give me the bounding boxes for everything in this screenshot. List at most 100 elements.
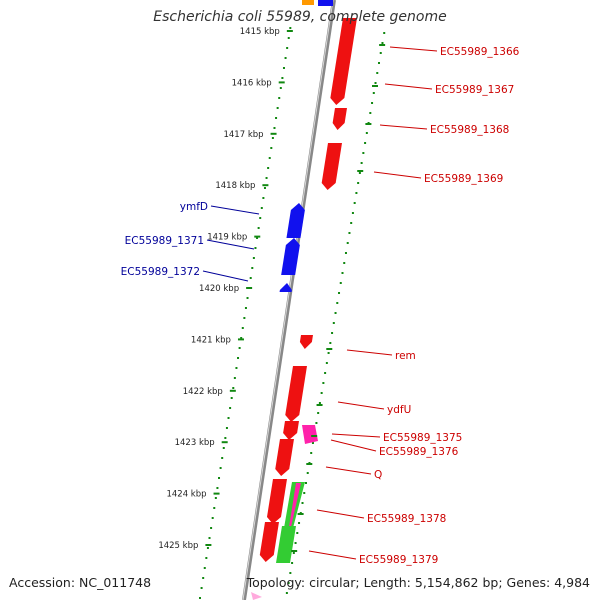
gene-rrna [289,483,301,527]
ruler-dot [211,517,214,519]
ruler-dot [287,582,290,584]
ruler-dot [383,32,386,34]
ruler-dot [303,492,306,494]
ruler-dot [358,172,361,174]
ruler-dot [348,232,351,234]
ruler-dot [289,27,292,29]
kbp-tick-label: 1423 kbp [175,438,215,448]
ruler-dot [221,457,224,459]
ruler-dot [219,467,222,469]
ruler-dot [252,257,255,259]
ruler-dot [346,242,349,244]
ruler-dot [336,302,339,304]
gene-other [276,526,296,563]
ruler-dot [265,177,268,179]
gene-label: ydfU [387,404,411,416]
ruler-dot [240,337,243,339]
ruler-dot [263,187,266,189]
ruler-dot [357,182,360,184]
ruler-dot [271,137,274,139]
ruler-dot [246,297,249,299]
ruler-dot [315,422,318,424]
ruler-dot [298,522,301,524]
ruler-dot [338,292,341,294]
ruler-dot [353,202,356,204]
gene-label: EC55989_1372 [121,266,200,278]
ruler-dot [267,167,270,169]
ruler-dot [237,357,240,359]
ruler-inner-track [199,27,292,599]
ruler-dot [324,372,327,374]
ruler-dot [275,117,278,119]
gene-label: EC55989_1378 [367,513,446,525]
gene-arrow [259,522,279,562]
ruler-dot [286,47,289,49]
ruler-dot [362,152,365,154]
gene-rrna [302,425,318,444]
ruler-dot [229,407,232,409]
ruler-dot [318,402,321,404]
ruler-dot [224,437,227,439]
ruler-dot [320,392,323,394]
ruler-dot [331,332,334,334]
label-leader-line [384,83,433,90]
ruler-dot [311,442,314,444]
ruler-dot [278,97,281,99]
kbp-tick-label: 1420 kbp [199,284,239,294]
ruler-dot [249,277,252,279]
gene-label: rem [395,350,416,362]
ruler-dot [279,87,282,89]
ruler-dot [341,272,344,274]
gene-label: EC55989_1375 [383,432,462,444]
ruler-dot [259,217,262,219]
backbone-track [242,0,336,600]
backbone-highlight [242,0,334,600]
ruler-dot [282,67,285,69]
ruler-dot [289,572,292,574]
accession-label: Accession: NC_011748 [9,575,152,590]
ruler-dot [332,322,335,324]
ruler-dot [296,532,299,534]
ruler-dot [213,507,216,509]
ruler-dot [222,447,225,449]
gene-arrow [266,479,287,524]
gene-partial-top [302,0,314,5]
ruler-dot [216,487,219,489]
ruler-dot [208,537,211,539]
ruler-dot [322,382,325,384]
ruler-dot [243,317,246,319]
ruler-dot [329,342,332,344]
kbp-ticks: 1415 kbp 1416 kbp 1417 kbp 1418 kbp 1419 kbp… [158,27,386,552]
ruler-dot [310,452,313,454]
label-leader-line [331,433,381,438]
ruler-dot [369,112,372,114]
ruler-dot [203,567,206,569]
ruler-dot [276,107,279,109]
ruler-dot [350,222,353,224]
ruler-dot [227,417,230,419]
label-leader-line [308,550,357,560]
ruler-dot [351,212,354,214]
ruler-dot [374,82,377,84]
kbp-tick-label: 1416 kbp [232,78,272,88]
gene-arrow [286,203,305,238]
map-title: Escherichia coli 55989, complete genome [153,9,447,25]
gene-arrow [279,283,292,292]
gene-partial-top [318,0,333,6]
gene-label: EC55989_1379 [359,554,438,566]
ruler-dot [292,552,295,554]
ruler-dot [225,427,228,429]
ruler-dot [199,597,201,599]
ruler-dot [251,267,254,269]
ruler-dot [287,37,290,39]
ruler-dot [235,367,238,369]
kbp-tick-label: 1422 kbp [183,387,223,397]
ruler-dot [205,557,208,559]
gene-arrow [299,335,313,349]
ruler-dot [218,477,221,479]
ruler-dot [355,192,358,194]
kbp-tick-label: 1415 kbp [240,27,280,37]
ruler-dot [270,147,273,149]
label-leader-line [330,439,377,452]
